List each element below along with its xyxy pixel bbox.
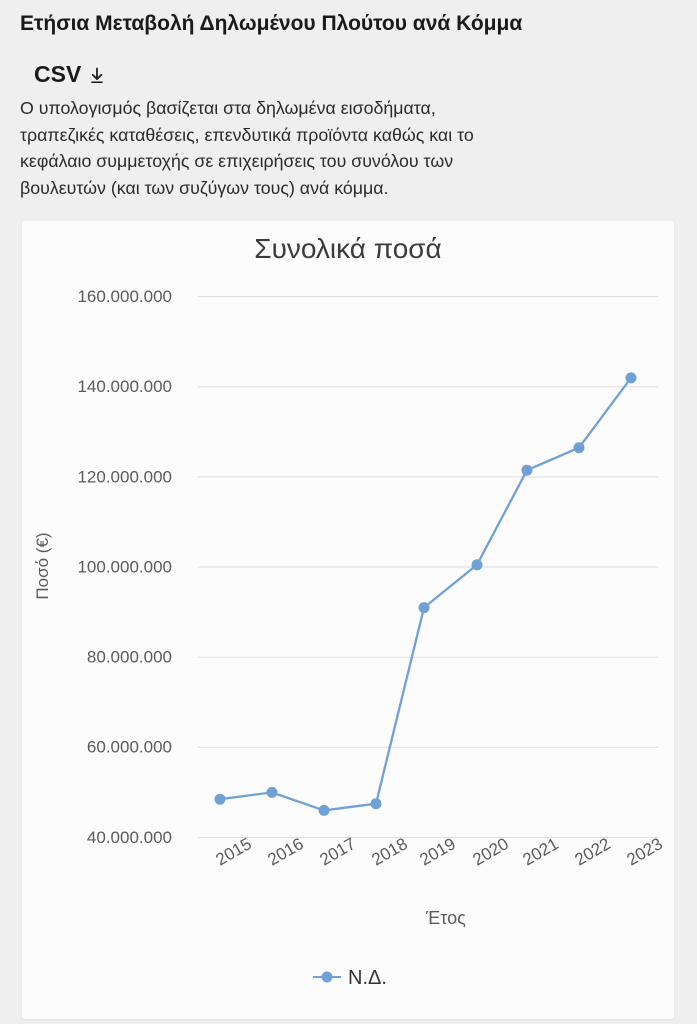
svg-text:Ν.Δ.: Ν.Δ. (348, 967, 387, 989)
svg-text:160.000.000: 160.000.000 (77, 287, 172, 306)
svg-text:140.000.000: 140.000.000 (77, 377, 172, 396)
svg-text:2017: 2017 (317, 834, 359, 869)
svg-text:2023: 2023 (624, 834, 666, 869)
svg-text:80.000.000: 80.000.000 (87, 648, 172, 667)
svg-text:2015: 2015 (213, 834, 255, 869)
svg-text:2021: 2021 (520, 834, 562, 869)
svg-text:40.000.000: 40.000.000 (87, 828, 172, 847)
svg-text:Έτος: Έτος (425, 908, 466, 928)
svg-text:Ποσό (€): Ποσό (€) (33, 532, 52, 599)
svg-text:120.000.000: 120.000.000 (77, 467, 172, 486)
svg-text:2020: 2020 (470, 834, 512, 869)
svg-text:2019: 2019 (417, 834, 459, 869)
svg-text:2018: 2018 (369, 834, 411, 869)
svg-text:2016: 2016 (265, 834, 307, 869)
svg-text:100.000.000: 100.000.000 (77, 557, 172, 576)
svg-text:2022: 2022 (572, 834, 614, 869)
svg-text:60.000.000: 60.000.000 (87, 738, 172, 757)
